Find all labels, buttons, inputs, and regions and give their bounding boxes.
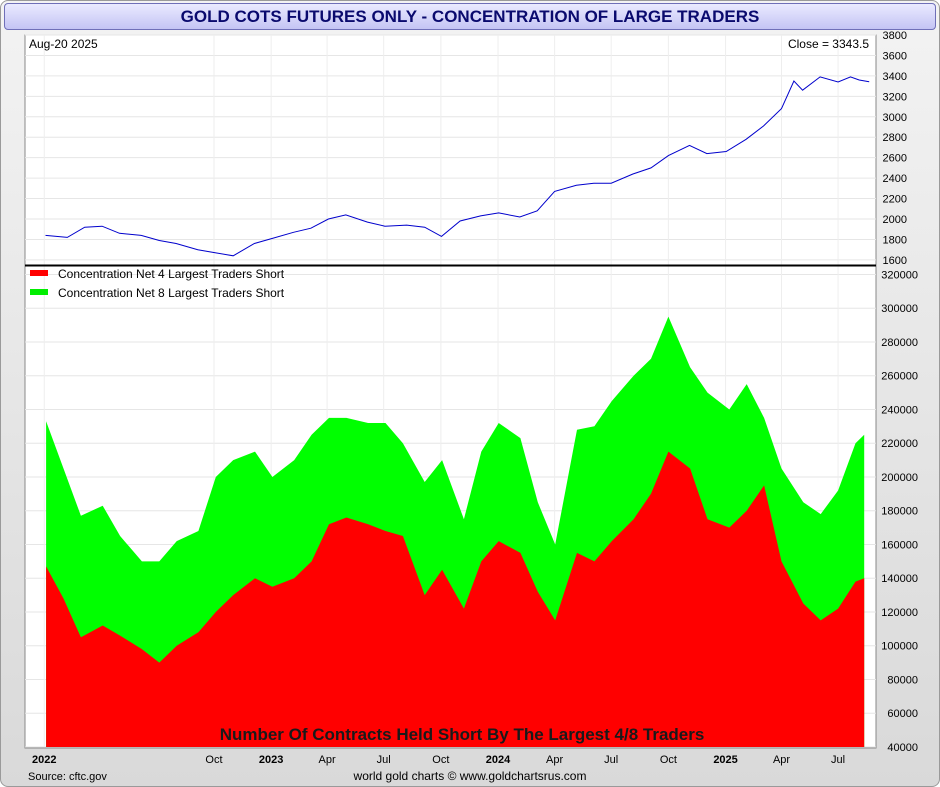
- x-tick-label: 2022: [32, 754, 56, 766]
- x-axis: 2022 Oct 2023 Apr Jul Oct 2024 Apr Jul Oct 2025 Apr…: [32, 754, 845, 766]
- price-close-label: Close = 3343.5: [788, 37, 869, 51]
- x-tick-label: Apr: [319, 754, 336, 766]
- concentration-y-tick-label: 200000: [881, 472, 918, 484]
- concentration-y-axis: 40000 60000 80000 100000 120000 140000 160000 1…: [881, 269, 918, 754]
- price-y-tick-label: 3000: [883, 112, 907, 124]
- concentration-y-tick-label: 40000: [887, 742, 918, 754]
- x-tick-label: 2024: [486, 754, 511, 766]
- price-gridlines: [25, 34, 876, 261]
- price-y-tick-label: 3200: [883, 91, 907, 103]
- price-y-tick-label: 2600: [883, 153, 907, 165]
- concentration-y-tick-label: 320000: [881, 269, 918, 281]
- x-tick-label: 2025: [713, 754, 737, 766]
- x-tick-label: Apr: [546, 754, 563, 766]
- price-panel-background: [24, 34, 877, 266]
- price-y-tick-label: 2800: [883, 132, 907, 144]
- price-y-tick-label: 1600: [883, 255, 907, 267]
- price-y-tick-label: 3600: [883, 50, 907, 62]
- source-label: Source: cftc.gov: [28, 771, 107, 783]
- concentration-y-tick-label: 280000: [881, 337, 918, 349]
- x-tick-label: Oct: [660, 754, 677, 766]
- concentration-chart-title: Number Of Contracts Held Short By The La…: [220, 725, 705, 744]
- x-tick-label: Jul: [831, 754, 845, 766]
- legend-label-net8: Concentration Net 8 Largest Traders Shor…: [58, 286, 285, 300]
- legend-label-net4: Concentration Net 4 Largest Traders Shor…: [58, 267, 285, 281]
- price-y-tick-label: 2200: [883, 194, 907, 206]
- concentration-y-tick-label: 180000: [881, 506, 918, 518]
- credit-label: world gold charts © www.goldchartsrus.co…: [353, 769, 587, 783]
- concentration-y-tick-label: 260000: [881, 371, 918, 383]
- concentration-y-tick-label: 100000: [881, 641, 918, 653]
- concentration-y-tick-label: 220000: [881, 438, 918, 450]
- price-y-axis: 1600 1800 2000 2200 2400 2600 2800 3000 3200 3400…: [883, 30, 907, 267]
- concentration-y-tick-label: 80000: [887, 674, 918, 686]
- price-y-tick-label: 3800: [883, 30, 907, 42]
- x-tick-label: 2023: [259, 754, 283, 766]
- x-tick-label: Jul: [377, 754, 391, 766]
- price-y-tick-label: 1800: [883, 234, 907, 246]
- concentration-y-tick-label: 160000: [881, 539, 918, 551]
- concentration-y-tick-label: 240000: [881, 404, 918, 416]
- x-tick-label: Oct: [432, 754, 449, 766]
- concentration-y-tick-label: 60000: [887, 708, 918, 720]
- price-y-tick-label: 2000: [883, 214, 907, 226]
- x-tick-label: Oct: [205, 754, 222, 766]
- price-date-label: Aug-20 2025: [29, 37, 98, 51]
- price-y-tick-label: 2400: [883, 173, 907, 185]
- x-tick-label: Jul: [604, 754, 618, 766]
- gold-price-line: [45, 76, 870, 257]
- legend-swatch-net8: [30, 289, 48, 295]
- price-line-group: [45, 76, 870, 257]
- chart-title: GOLD COTS FUTURES ONLY - CONCENTRATION O…: [4, 3, 936, 30]
- price-y-tick-label: 3400: [883, 71, 907, 83]
- concentration-y-tick-label: 140000: [881, 573, 918, 585]
- concentration-y-tick-label: 300000: [881, 303, 918, 315]
- concentration-y-tick-label: 120000: [881, 607, 918, 619]
- net4-short-area: [46, 451, 865, 747]
- legend: Concentration Net 4 Largest Traders Shor…: [30, 267, 285, 300]
- x-tick-label: Apr: [773, 754, 790, 766]
- legend-swatch-net4: [30, 270, 48, 276]
- concentration-areas: [46, 316, 865, 747]
